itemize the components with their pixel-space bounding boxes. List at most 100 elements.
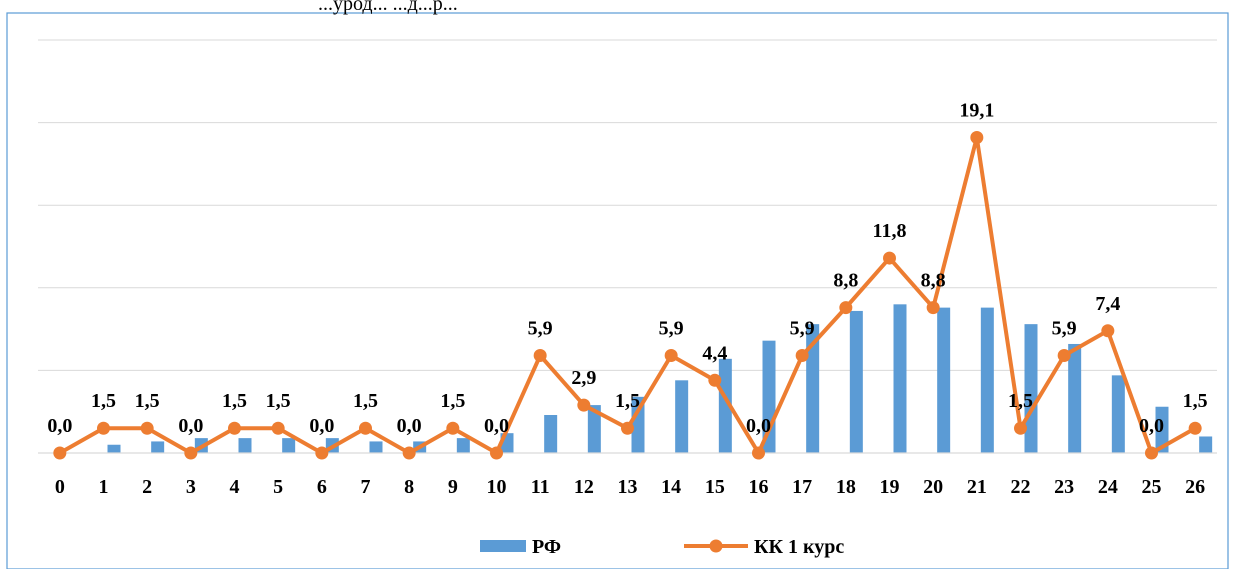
x-tick-15: 15 [705, 476, 725, 498]
data-label-kk-13: 1,5 [615, 390, 640, 412]
bar-rf-5 [282, 438, 296, 453]
data-label-kk-19: 11,8 [873, 220, 907, 242]
bar-rf-23 [1068, 343, 1082, 453]
bar-rf-12 [587, 405, 601, 453]
point-kk-22 [1014, 421, 1027, 435]
bar-rf-11 [544, 415, 558, 453]
data-label-kk-12: 2,9 [571, 367, 596, 389]
point-kk-19 [883, 251, 896, 265]
line-markers-kk [53, 130, 1202, 460]
x-tick-2: 2 [142, 476, 152, 498]
bar-rf-18 [849, 310, 863, 453]
x-tick-17: 17 [792, 476, 812, 498]
data-label-kk-2: 1,5 [135, 390, 160, 412]
x-tick-10: 10 [487, 476, 507, 498]
x-tick-23: 23 [1054, 476, 1074, 498]
bar-rf-25 [1155, 406, 1169, 453]
x-tick-8: 8 [404, 476, 414, 498]
x-tick-26: 26 [1185, 476, 1205, 498]
point-kk-24 [1101, 324, 1115, 338]
data-label-kk-6: 0,0 [309, 415, 334, 437]
data-label-kk-15: 4,4 [702, 342, 727, 364]
data-label-kk-16: 0,0 [746, 415, 771, 437]
bar-rf-22 [1024, 324, 1038, 453]
gridlines [38, 39, 1217, 371]
point-kk-26 [1188, 421, 1202, 435]
legend: РФ КК 1 курс [480, 536, 844, 558]
data-label-kk-23: 5,9 [1052, 318, 1077, 340]
x-tick-16: 16 [749, 476, 769, 498]
bar-rf-24 [1111, 375, 1125, 453]
data-label-kk-18: 8,8 [833, 270, 858, 292]
point-kk-2 [140, 421, 154, 435]
point-kk-6 [315, 446, 329, 460]
data-label-kk-0: 0,0 [47, 415, 72, 437]
x-tick-14: 14 [661, 476, 681, 498]
data-label-kk-14: 5,9 [659, 318, 684, 340]
x-tick-12: 12 [574, 476, 594, 498]
data-label-kk-25: 0,0 [1139, 415, 1164, 437]
x-tick-25: 25 [1142, 476, 1162, 498]
data-label-kk-26: 1,5 [1183, 390, 1208, 412]
data-labels-kk: 0,0 1,5 1,5 0,0 1,5 1,5 0,0 1,5 0,0 1,5 0,0 5,9 2,9 1… [47, 99, 1207, 437]
point-kk-17 [795, 349, 809, 363]
data-label-kk-17: 5,9 [790, 318, 815, 340]
point-kk-13 [621, 421, 634, 435]
x-tick-11: 11 [531, 476, 550, 498]
data-label-kk-11: 5,9 [528, 318, 553, 340]
x-tick-22: 22 [1011, 476, 1031, 498]
point-kk-14 [664, 349, 678, 363]
bar-rf-14 [675, 380, 689, 453]
bar-rf-9 [456, 438, 470, 453]
point-kk-10 [490, 446, 503, 460]
x-tick-24: 24 [1098, 476, 1118, 498]
point-kk-12 [577, 398, 591, 412]
data-label-kk-22: 1,5 [1008, 390, 1033, 412]
data-label-kk-9: 1,5 [440, 390, 465, 412]
x-tick-20: 20 [923, 476, 943, 498]
legend-label-rf: РФ [532, 536, 561, 558]
bar-rf-19 [893, 304, 907, 453]
bar-rf-17 [806, 324, 820, 453]
data-label-kk-5: 1,5 [266, 390, 291, 412]
x-tick-19: 19 [880, 476, 900, 498]
point-kk-9 [446, 421, 460, 435]
point-kk-4 [228, 421, 241, 435]
x-tick-21: 21 [967, 476, 987, 498]
data-label-kk-1: 1,5 [91, 390, 116, 412]
bar-rf-21 [980, 307, 994, 453]
point-kk-15 [708, 373, 722, 387]
data-label-kk-4: 1,5 [222, 390, 247, 412]
bar-rf-2 [151, 441, 165, 453]
x-tick-13: 13 [618, 476, 638, 498]
data-label-kk-8: 0,0 [397, 415, 422, 437]
bar-rf-26 [1199, 436, 1213, 453]
legend-swatch-rf [480, 540, 526, 552]
bar-rf-20 [937, 307, 951, 453]
point-kk-16 [752, 446, 765, 460]
point-kk-7 [359, 421, 372, 435]
bar-rf-15 [718, 358, 732, 453]
x-tick-7: 7 [361, 476, 371, 498]
data-label-kk-24: 7,4 [1095, 293, 1120, 315]
top-text-fragment: ...урод... ...д...р... [318, 0, 458, 15]
x-tick-18: 18 [836, 476, 856, 498]
data-label-kk-21: 19,1 [959, 99, 994, 121]
bar-rf-13 [631, 396, 645, 453]
point-kk-8 [402, 446, 416, 460]
data-label-kk-10: 0,0 [484, 415, 509, 437]
x-tick-0: 0 [55, 476, 65, 498]
point-kk-20 [926, 301, 940, 315]
point-kk-0 [53, 446, 67, 460]
point-kk-23 [1057, 349, 1071, 363]
x-tick-5: 5 [273, 476, 283, 498]
point-kk-3 [184, 446, 198, 460]
point-kk-5 [271, 421, 285, 435]
point-kk-1 [97, 421, 110, 435]
chart-frame [6, 12, 1229, 569]
x-tick-4: 4 [230, 476, 240, 498]
data-label-kk-3: 0,0 [178, 415, 203, 437]
data-label-kk-20: 8,8 [921, 270, 946, 292]
legend-swatch-kk-marker [709, 539, 723, 553]
